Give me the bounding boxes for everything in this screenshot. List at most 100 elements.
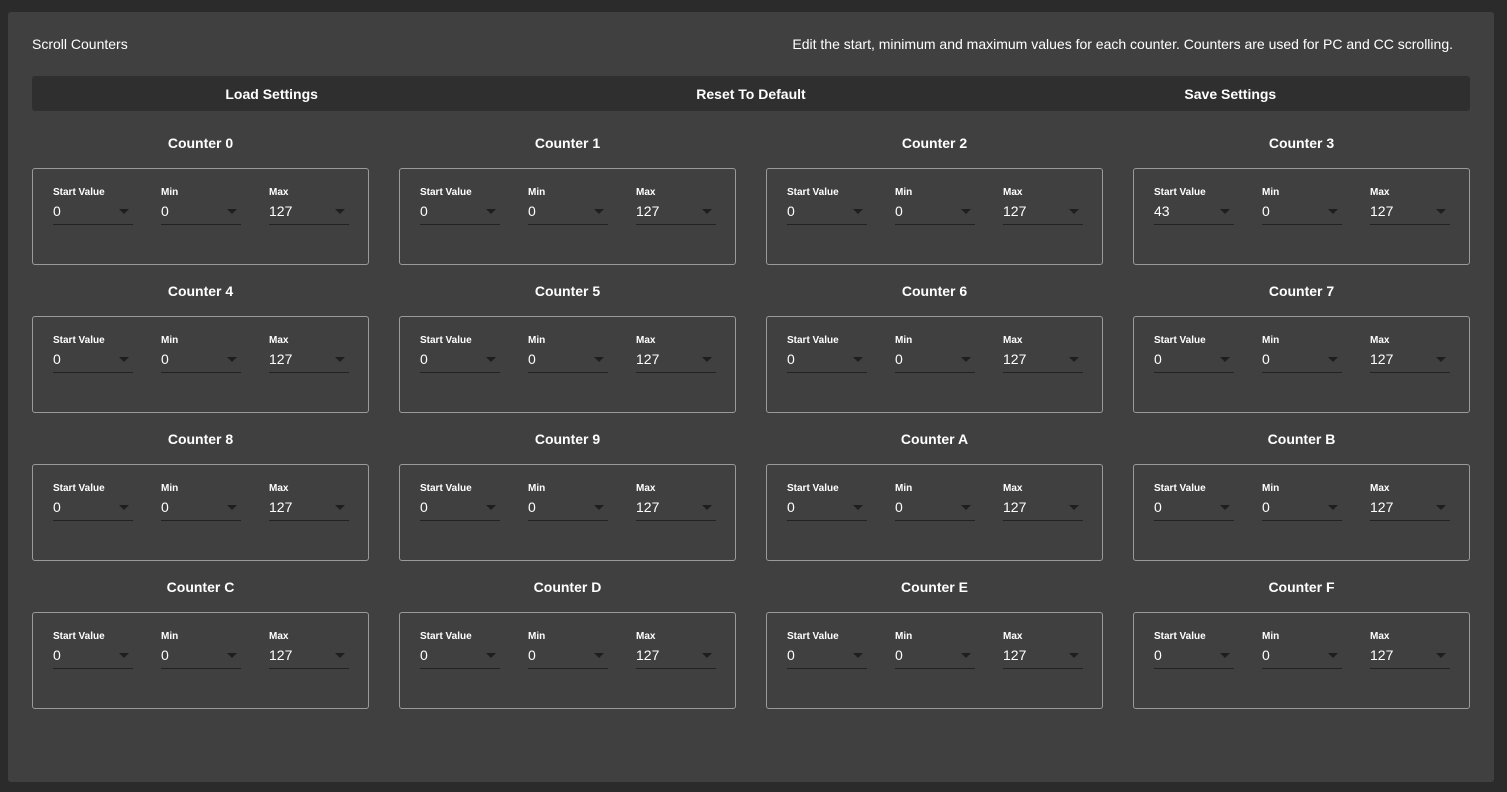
reset-to-default-button[interactable]: Reset To Default — [511, 76, 990, 111]
dropdown-arrow-icon[interactable] — [961, 209, 971, 214]
min-select[interactable]: 0 — [895, 644, 975, 669]
max-select[interactable]: 127 — [1370, 200, 1450, 225]
start-select[interactable]: 0 — [1154, 348, 1234, 373]
dropdown-arrow-icon[interactable] — [119, 209, 129, 214]
max-select[interactable]: 127 — [1370, 348, 1450, 373]
dropdown-arrow-icon[interactable] — [1069, 209, 1079, 214]
start-select[interactable]: 0 — [420, 200, 500, 225]
dropdown-arrow-icon[interactable] — [486, 357, 496, 362]
dropdown-arrow-icon[interactable] — [1069, 357, 1079, 362]
dropdown-arrow-icon[interactable] — [119, 653, 129, 658]
dropdown-arrow-icon[interactable] — [486, 209, 496, 214]
start-select[interactable]: 0 — [420, 348, 500, 373]
dropdown-arrow-icon[interactable] — [1220, 653, 1230, 658]
max-select[interactable]: 127 — [1003, 348, 1083, 373]
min-select[interactable]: 0 — [1262, 200, 1342, 225]
dropdown-arrow-icon[interactable] — [1436, 357, 1446, 362]
dropdown-arrow-icon[interactable] — [1436, 209, 1446, 214]
load-settings-button[interactable]: Load Settings — [32, 76, 511, 111]
start-select[interactable]: 0 — [53, 200, 133, 225]
start-select[interactable]: 0 — [787, 348, 867, 373]
min-select[interactable]: 0 — [161, 200, 241, 225]
min-select[interactable]: 0 — [528, 348, 608, 373]
dropdown-arrow-icon[interactable] — [486, 653, 496, 658]
start-select[interactable]: 0 — [1154, 496, 1234, 521]
start-select[interactable]: 43 — [1154, 200, 1234, 225]
dropdown-arrow-icon[interactable] — [227, 653, 237, 658]
dropdown-arrow-icon[interactable] — [961, 505, 971, 510]
dropdown-arrow-icon[interactable] — [594, 653, 604, 658]
dropdown-arrow-icon[interactable] — [961, 653, 971, 658]
dropdown-arrow-icon[interactable] — [1220, 357, 1230, 362]
dropdown-arrow-icon[interactable] — [1436, 505, 1446, 510]
start-select[interactable]: 0 — [787, 200, 867, 225]
min-select[interactable]: 0 — [528, 200, 608, 225]
max-select[interactable]: 127 — [269, 644, 349, 669]
dropdown-arrow-icon[interactable] — [227, 505, 237, 510]
max-select[interactable]: 127 — [1370, 644, 1450, 669]
dropdown-arrow-icon[interactable] — [853, 357, 863, 362]
start-select[interactable]: 0 — [53, 496, 133, 521]
dropdown-arrow-icon[interactable] — [1328, 209, 1338, 214]
dropdown-arrow-icon[interactable] — [227, 209, 237, 214]
dropdown-arrow-icon[interactable] — [1069, 505, 1079, 510]
dropdown-arrow-icon[interactable] — [702, 505, 712, 510]
dropdown-arrow-icon[interactable] — [853, 653, 863, 658]
start-select[interactable]: 0 — [1154, 644, 1234, 669]
max-select[interactable]: 127 — [1370, 496, 1450, 521]
min-select[interactable]: 0 — [161, 348, 241, 373]
dropdown-arrow-icon[interactable] — [1436, 653, 1446, 658]
max-select[interactable]: 127 — [269, 496, 349, 521]
start-select[interactable]: 0 — [53, 348, 133, 373]
min-select[interactable]: 0 — [1262, 644, 1342, 669]
dropdown-arrow-icon[interactable] — [702, 653, 712, 658]
dropdown-arrow-icon[interactable] — [1220, 505, 1230, 510]
start-select[interactable]: 0 — [420, 496, 500, 521]
max-select[interactable]: 127 — [636, 200, 716, 225]
start-select[interactable]: 0 — [420, 644, 500, 669]
min-select[interactable]: 0 — [528, 644, 608, 669]
dropdown-arrow-icon[interactable] — [119, 357, 129, 362]
dropdown-arrow-icon[interactable] — [853, 209, 863, 214]
start-select[interactable]: 0 — [787, 496, 867, 521]
max-select[interactable]: 127 — [1003, 200, 1083, 225]
dropdown-arrow-icon[interactable] — [594, 209, 604, 214]
dropdown-arrow-icon[interactable] — [1328, 653, 1338, 658]
dropdown-arrow-icon[interactable] — [335, 653, 345, 658]
dropdown-arrow-icon[interactable] — [961, 357, 971, 362]
min-select[interactable]: 0 — [895, 496, 975, 521]
max-select[interactable]: 127 — [1003, 644, 1083, 669]
max-select[interactable]: 127 — [636, 348, 716, 373]
max-select[interactable]: 127 — [269, 348, 349, 373]
max-select[interactable]: 127 — [636, 644, 716, 669]
min-select[interactable]: 0 — [1262, 496, 1342, 521]
start-select[interactable]: 0 — [787, 644, 867, 669]
max-select[interactable]: 127 — [269, 200, 349, 225]
max-select[interactable]: 127 — [636, 496, 716, 521]
dropdown-arrow-icon[interactable] — [594, 357, 604, 362]
dropdown-arrow-icon[interactable] — [853, 505, 863, 510]
dropdown-arrow-icon[interactable] — [702, 357, 712, 362]
min-select[interactable]: 0 — [161, 644, 241, 669]
dropdown-arrow-icon[interactable] — [1328, 505, 1338, 510]
min-select[interactable]: 0 — [895, 200, 975, 225]
start-select[interactable]: 0 — [53, 644, 133, 669]
dropdown-arrow-icon[interactable] — [594, 505, 604, 510]
start-label: Start Value — [53, 631, 105, 642]
min-select[interactable]: 0 — [528, 496, 608, 521]
dropdown-arrow-icon[interactable] — [1069, 653, 1079, 658]
dropdown-arrow-icon[interactable] — [1328, 357, 1338, 362]
min-select[interactable]: 0 — [895, 348, 975, 373]
dropdown-arrow-icon[interactable] — [119, 505, 129, 510]
dropdown-arrow-icon[interactable] — [1220, 209, 1230, 214]
save-settings-button[interactable]: Save Settings — [991, 76, 1470, 111]
dropdown-arrow-icon[interactable] — [335, 209, 345, 214]
dropdown-arrow-icon[interactable] — [335, 357, 345, 362]
dropdown-arrow-icon[interactable] — [335, 505, 345, 510]
max-select[interactable]: 127 — [1003, 496, 1083, 521]
dropdown-arrow-icon[interactable] — [227, 357, 237, 362]
min-select[interactable]: 0 — [1262, 348, 1342, 373]
dropdown-arrow-icon[interactable] — [702, 209, 712, 214]
min-select[interactable]: 0 — [161, 496, 241, 521]
dropdown-arrow-icon[interactable] — [486, 505, 496, 510]
